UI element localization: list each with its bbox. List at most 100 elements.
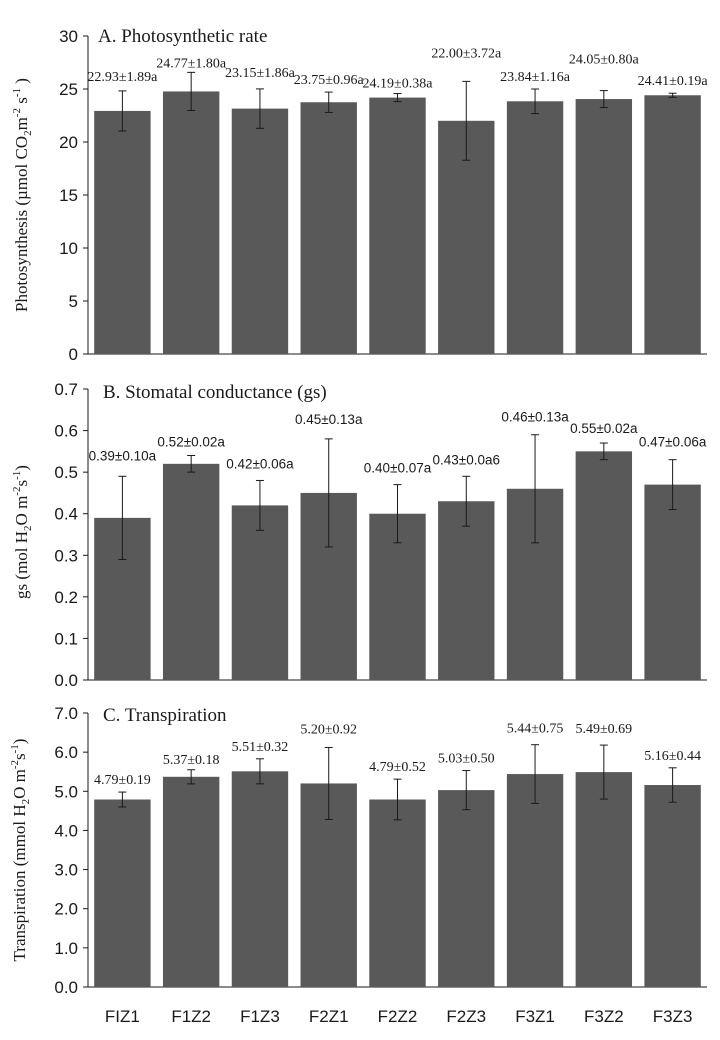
y-tick-label: 10 bbox=[59, 239, 78, 258]
data-label-F3Z1: 0.46±0.13a bbox=[501, 410, 569, 425]
x-tick-label-F3Z2: F3Z2 bbox=[584, 1007, 624, 1026]
error-bar-F3Z2 bbox=[599, 90, 608, 109]
y-tick-label: 3.0 bbox=[54, 861, 78, 880]
y-tick-label: 5.0 bbox=[54, 782, 78, 801]
bar-F1Z2 bbox=[162, 91, 220, 355]
error-bar-F3Z1 bbox=[531, 744, 540, 804]
bar-F1Z3 bbox=[231, 505, 289, 680]
data-label-FIZ1: 4.79±0.19 bbox=[94, 773, 151, 788]
bar-F1Z3 bbox=[231, 771, 289, 987]
bar-FIZ1 bbox=[94, 110, 151, 354]
y-tick-label: 0.1 bbox=[54, 629, 78, 648]
x-tick-label-F2Z2: F2Z2 bbox=[378, 1007, 418, 1026]
bar-F1Z2 bbox=[162, 776, 220, 987]
error-bar-F3Z3 bbox=[668, 767, 677, 803]
bar-F2Z2 bbox=[369, 97, 426, 354]
data-label-F1Z3: 0.42±0.06a bbox=[226, 456, 294, 471]
y-tick-label: 0.0 bbox=[54, 671, 78, 690]
error-bar-F2Z2 bbox=[393, 93, 402, 103]
bar-F1Z3 bbox=[231, 108, 289, 354]
y-tick-label: 20 bbox=[59, 133, 78, 152]
data-label-F2Z1: 0.45±0.13a bbox=[295, 412, 363, 427]
y-axis-title-gs: gs (mol H2O m-2s-1) bbox=[11, 465, 34, 599]
error-bar-F2Z2 bbox=[393, 484, 402, 544]
error-bar-F2Z1 bbox=[324, 91, 333, 113]
data-label-F2Z3: 5.03±0.50 bbox=[438, 752, 495, 767]
bar-F3Z2 bbox=[575, 772, 633, 987]
error-bar-F1Z2 bbox=[187, 769, 196, 785]
bar-F3Z1 bbox=[506, 101, 564, 355]
data-label-F2Z1: 5.20±0.92 bbox=[300, 722, 357, 737]
data-label-FIZ1: 0.39±0.10a bbox=[89, 448, 157, 463]
error-bar-F3Z2 bbox=[599, 744, 608, 800]
y-tick-label: 15 bbox=[59, 186, 78, 205]
y-tick-label: 0.7 bbox=[54, 380, 78, 399]
data-label-F2Z2: 24.19±0.38a bbox=[363, 77, 434, 92]
y-axis-title-transpiration: Transpiration (mmol H2O m-2s-1) bbox=[9, 739, 32, 962]
bar-F3Z3 bbox=[644, 785, 701, 987]
data-label-F2Z3: 0.43±0.0a6 bbox=[433, 452, 500, 467]
bar-F2Z3 bbox=[438, 501, 495, 680]
y-tick-label: 2.0 bbox=[54, 900, 78, 919]
bar-FIZ1 bbox=[94, 799, 151, 987]
y-tick-label: 30 bbox=[59, 27, 78, 46]
x-tick-label-FIZ1: FIZ1 bbox=[105, 1007, 140, 1026]
y-tick-label: 4.0 bbox=[54, 821, 78, 840]
y-tick-label: 7.0 bbox=[54, 704, 78, 723]
error-bar-F1Z3 bbox=[255, 479, 264, 531]
data-label-F2Z1: 23.75±0.96a bbox=[294, 73, 365, 88]
data-label-F3Z1: 23.84±1.16a bbox=[500, 70, 571, 85]
error-bar-F3Z1 bbox=[531, 88, 540, 115]
bar-F2Z3 bbox=[438, 790, 495, 987]
bar-F3Z1 bbox=[506, 774, 564, 987]
data-label-F3Z2: 5.49±0.69 bbox=[575, 722, 632, 737]
error-bar-FIZ1 bbox=[118, 791, 127, 808]
data-label-F1Z2: 5.37±0.18 bbox=[163, 753, 220, 768]
error-bar-F3Z2 bbox=[599, 442, 608, 461]
error-bar-F3Z1 bbox=[531, 434, 540, 544]
bar-F3Z2 bbox=[575, 99, 633, 354]
bar-F2Z1 bbox=[300, 102, 357, 354]
panel-title: A. Photosynthetic rate bbox=[98, 26, 267, 47]
error-bar-F1Z3 bbox=[255, 88, 264, 129]
y-tick-label: 1.0 bbox=[54, 939, 78, 958]
y-axis-title-photosynthesis: Photosynthesis (µmol CO2m-2 s-1 ) bbox=[11, 78, 34, 312]
data-label-F3Z3: 24.41±0.19a bbox=[638, 74, 709, 89]
error-bar-F3Z3 bbox=[668, 92, 677, 98]
y-tick-label: 0.2 bbox=[54, 588, 78, 607]
error-bar-FIZ1 bbox=[118, 475, 127, 560]
y-tick-label: 0.3 bbox=[54, 546, 78, 565]
x-axis-category-labels: FIZ1 F1Z2 F1Z3 F2Z1 F2Z2 F2Z3 F3Z1 F3Z2 F3Z3 bbox=[105, 1007, 693, 1026]
bar-F3Z3 bbox=[644, 484, 701, 680]
x-tick-label-F2Z1: F2Z1 bbox=[309, 1007, 349, 1026]
data-label-FIZ1: 22.93±1.89a bbox=[87, 70, 158, 85]
y-tick-label: 0.5 bbox=[54, 463, 78, 482]
data-label-F2Z3: 22.00±3.72a bbox=[431, 46, 502, 61]
panel-photosynthetic-rate: Photosynthesis (µmol CO2m-2 s-1 ) A. Pho… bbox=[11, 26, 708, 364]
error-bar-F2Z1 bbox=[324, 746, 333, 820]
bar-F2Z2 bbox=[369, 799, 426, 987]
y-tick-label: 0.4 bbox=[54, 505, 78, 524]
bar-F3Z3 bbox=[644, 95, 701, 354]
data-label-F1Z3: 5.51±0.32 bbox=[232, 740, 289, 755]
error-bar-F1Z2 bbox=[187, 455, 196, 473]
error-bar-F3Z3 bbox=[668, 459, 677, 511]
x-tick-label-F1Z3: F1Z3 bbox=[240, 1007, 280, 1026]
data-label-F3Z1: 5.44±0.75 bbox=[507, 722, 564, 737]
y-tick-label: 0.0 bbox=[54, 978, 78, 997]
bar-F1Z2 bbox=[162, 463, 220, 680]
bar-F3Z2 bbox=[575, 451, 633, 680]
error-bar-F1Z3 bbox=[255, 758, 264, 785]
data-label-F2Z2: 0.40±0.07a bbox=[364, 461, 432, 476]
data-label-F1Z3: 23.15±1.86a bbox=[225, 66, 296, 81]
error-bar-F2Z3 bbox=[462, 770, 471, 811]
data-label-F3Z3: 0.47±0.06a bbox=[639, 435, 707, 450]
x-tick-label-F3Z3: F3Z3 bbox=[653, 1007, 693, 1026]
error-bar-F2Z2 bbox=[393, 778, 402, 821]
error-bar-F2Z1 bbox=[324, 438, 333, 548]
y-tick-label: 6.0 bbox=[54, 743, 78, 762]
data-label-F3Z2: 24.05±0.80a bbox=[569, 53, 640, 68]
data-label-F1Z2: 0.52±0.02a bbox=[157, 435, 225, 450]
y-tick-label: 0 bbox=[69, 345, 78, 364]
